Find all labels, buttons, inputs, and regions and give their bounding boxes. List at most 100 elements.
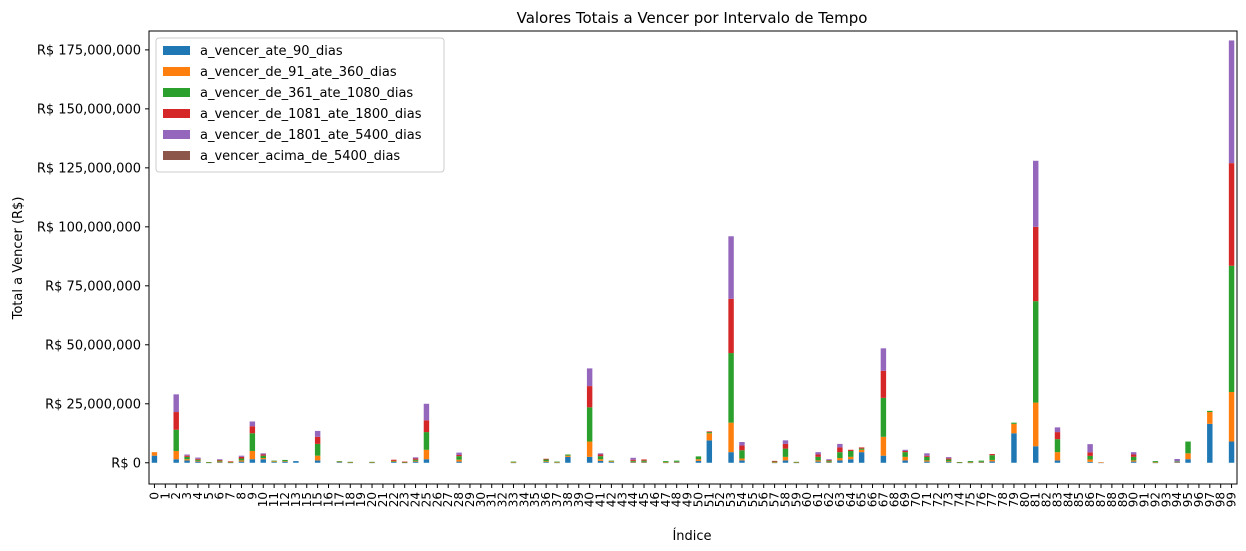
bar-segment [184, 455, 190, 457]
bar-segment [989, 461, 995, 463]
bar-segment [673, 461, 680, 463]
bar-segment [347, 462, 353, 463]
bar-segment [184, 454, 190, 456]
bar-segment [1228, 163, 1235, 266]
x-tick-label: 3 [180, 492, 194, 500]
bar-segment [554, 461, 560, 463]
bar-segment [630, 461, 636, 463]
x-tick-label: 11 [267, 492, 281, 507]
x-tick-label: 94 [1170, 492, 1184, 507]
bar-segment [249, 426, 256, 434]
bar-segment [1033, 446, 1039, 463]
bar-segment [217, 460, 223, 462]
bar-segment [858, 452, 865, 463]
bar-segment [227, 461, 234, 462]
x-tick-label: 53 [724, 492, 738, 507]
bar-segment [673, 462, 680, 463]
x-tick-label: 54 [735, 492, 749, 507]
bar-segment [1152, 462, 1159, 463]
x-tick-label: 99 [1225, 492, 1239, 507]
x-tick-label: 67 [876, 492, 890, 507]
bar-segment [1207, 410, 1213, 413]
legend-label: a_vencer_ate_90_dias [200, 44, 343, 59]
bar-segment [456, 454, 462, 457]
bar-segment [782, 448, 789, 457]
bar-segment [706, 433, 713, 441]
bar-segment [510, 462, 517, 463]
bar-segment [173, 450, 179, 460]
bar-segment [412, 459, 419, 461]
bar-segment [880, 455, 887, 463]
bar-segment [630, 462, 636, 463]
x-tick-label: 82 [1040, 492, 1054, 507]
bar-segment [173, 412, 179, 430]
x-tick-label: 21 [376, 492, 390, 507]
x-tick-label: 69 [898, 492, 912, 507]
bar-segment [848, 450, 854, 457]
x-tick-label: 43 [615, 492, 629, 507]
bar-segment [369, 462, 375, 463]
bar-segment [630, 457, 636, 460]
bar-segment [597, 456, 604, 460]
x-tick-label: 98 [1214, 492, 1228, 507]
bar-segment [815, 460, 821, 462]
x-tick-label: 64 [844, 492, 858, 507]
bar-segment [423, 403, 430, 421]
bar-segment [282, 461, 288, 463]
bar-segment [249, 450, 256, 460]
x-tick-label: 91 [1138, 492, 1152, 507]
bar-segment [826, 461, 832, 463]
x-tick-label: 60 [800, 492, 814, 507]
bar-segment [858, 448, 865, 450]
bar-segment [1207, 412, 1213, 424]
bar-segment [565, 454, 571, 456]
legend-swatch [163, 88, 190, 97]
bar-segment [391, 461, 397, 462]
bar-segment [782, 440, 789, 444]
bar-segment [195, 460, 201, 462]
bar-segment [815, 456, 821, 461]
x-tick-label: 56 [757, 492, 771, 507]
bar-segment [423, 449, 430, 460]
x-tick-label: 71 [920, 492, 934, 507]
bar-segment [1228, 265, 1235, 392]
bar-segment [1033, 226, 1039, 302]
bar-segment [249, 459, 256, 463]
bar-segment [217, 459, 223, 461]
bar-segment [1174, 461, 1180, 462]
x-tick-label: 2 [169, 492, 183, 500]
x-axis-ticks: 0123456789101112131515161718192021222324… [147, 484, 1239, 507]
bar-segment [227, 461, 234, 463]
legend-label: a_vencer_acima_de_5400_dias [200, 149, 400, 164]
x-tick-label: 86 [1083, 492, 1097, 507]
x-tick-label: 25 [419, 492, 433, 507]
bar-segment [1207, 423, 1213, 463]
bar-segment [771, 460, 778, 462]
x-tick-label: 29 [463, 492, 477, 507]
bar-segment [1033, 402, 1039, 447]
bar-segment [586, 368, 593, 387]
bar-segment [989, 459, 995, 462]
bar-segment [837, 443, 843, 448]
bar-segment [554, 462, 560, 463]
x-tick-label: 50 [691, 492, 705, 507]
bar-segment [1130, 460, 1137, 462]
x-tick-label: 57 [768, 492, 782, 507]
bar-segment [815, 461, 821, 463]
bar-segment [586, 441, 593, 457]
bar-segment [1087, 459, 1093, 462]
y-tick-label: R$ 100,000,000 [37, 220, 141, 235]
bar-segment [978, 462, 985, 463]
x-tick-label: 55 [746, 492, 760, 507]
bar-segment [739, 442, 745, 446]
x-tick-label: 45 [637, 492, 651, 507]
bar-segment [151, 452, 158, 456]
x-tick-label: 22 [387, 492, 401, 507]
bar-segment [880, 436, 887, 456]
legend-swatch [163, 130, 190, 139]
x-tick-label: 61 [811, 492, 825, 507]
bar-segment [565, 456, 571, 463]
bar-segment [739, 450, 745, 459]
bar-segment [195, 457, 201, 459]
bar-segment [945, 461, 952, 463]
